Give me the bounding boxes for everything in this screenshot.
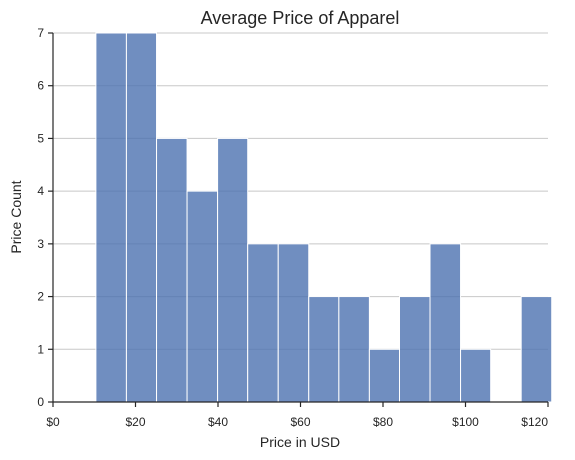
- y-tick-label: 5: [37, 131, 44, 145]
- histogram-bar: [460, 348, 492, 403]
- histogram-bar: [277, 243, 310, 403]
- tick-layer: 0 1 2 3 4 5 6 7 $0 $20 $40 $60 $80 $100 $120: [37, 26, 549, 429]
- x-tick-label: $100: [452, 415, 479, 429]
- histogram-bar: [429, 243, 462, 403]
- histogram-bar: [520, 296, 553, 403]
- histogram-bar: [186, 190, 219, 403]
- histogram-bar: [338, 296, 370, 403]
- y-tick-label: 4: [37, 184, 44, 198]
- histogram-bar: [247, 243, 279, 403]
- x-tick-label: $20: [125, 415, 145, 429]
- y-tick-label: 2: [37, 290, 44, 304]
- x-tick-label: $0: [46, 415, 60, 429]
- y-tick-label: 1: [37, 342, 44, 356]
- bar-layer: [95, 32, 553, 403]
- x-tick-label: $40: [208, 415, 228, 429]
- histogram-bar: [156, 137, 188, 403]
- histogram-bar: [399, 296, 431, 403]
- histogram-bar: [308, 296, 340, 403]
- y-tick-label: 7: [37, 26, 44, 40]
- x-tick-label: $120: [521, 415, 548, 429]
- chart-title: Average Price of Apparel: [201, 8, 400, 28]
- x-tick-label: $80: [373, 415, 393, 429]
- histogram-bar: [217, 137, 249, 403]
- y-axis-label: Price Count: [8, 180, 24, 253]
- x-tick-label: $60: [290, 415, 310, 429]
- histogram-bar: [125, 32, 158, 403]
- histogram-bar: [95, 32, 127, 403]
- y-tick-label: 0: [37, 395, 44, 409]
- y-tick-label: 6: [37, 79, 44, 93]
- histogram-bar: [368, 348, 401, 403]
- x-axis-label: Price in USD: [260, 434, 340, 450]
- y-tick-label: 3: [37, 237, 44, 251]
